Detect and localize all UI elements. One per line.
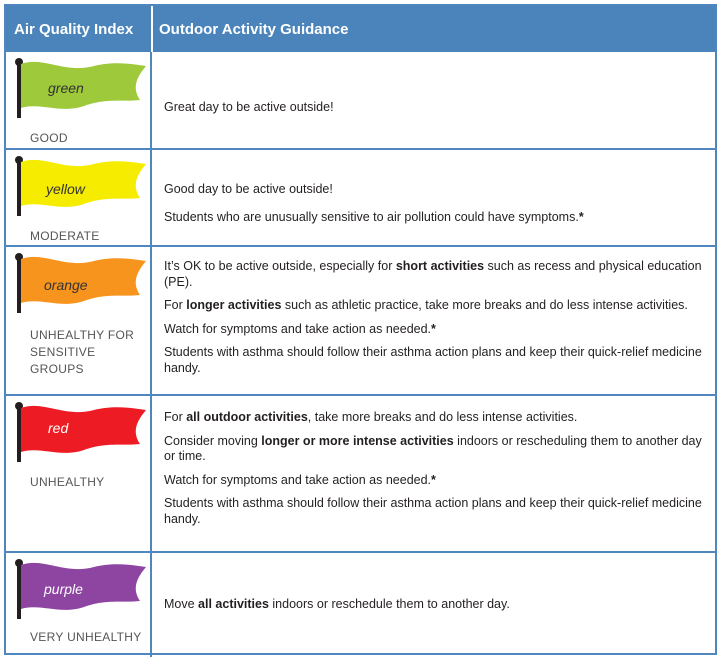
guidance-run: Good day to be active outside! (164, 182, 333, 196)
guidance-emphasis: longer or more intense activities (261, 433, 454, 448)
guidance-emphasis: all outdoor activities (186, 410, 308, 424)
table-header: Air Quality Index Outdoor Activity Guida… (6, 6, 715, 52)
aqi-level-label: VERY UNHEALTHY (30, 630, 142, 644)
aqi-row-good: green GOOD Great day to be active outside! (6, 52, 715, 150)
guidance-paragraph: Good day to be active outside! (164, 182, 707, 198)
flag-icon (15, 253, 146, 313)
flag-label: green (48, 80, 84, 96)
guidance-text: For all outdoor activities, take more br… (164, 410, 707, 527)
flag-icon (15, 58, 146, 118)
aqi-level-label: GOOD (30, 131, 68, 145)
flag-icon (15, 559, 146, 619)
aqi-level-cell: red UNHEALTHY (6, 396, 152, 551)
aqi-level-label: MODERATE (30, 229, 100, 243)
guidance-text: Good day to be active outside! Students w… (164, 182, 707, 225)
guidance-paragraph: For longer activities such as athletic p… (164, 298, 707, 314)
aqi-level-label-line: UNHEALTHY FOR (30, 328, 135, 342)
guidance-run: indoors or rescheduling them to another … (164, 433, 702, 464)
aqi-row-unhealthy-for-sensitive-groups: orange UNHEALTHY FOR SENSITIVE GROUPS It’s … (6, 247, 715, 396)
guidance-cell: It’s OK to be active outside, especially… (152, 247, 715, 394)
aqi-level-cell: purple VERY UNHEALTHY (6, 553, 152, 657)
flag-cloth (21, 159, 146, 207)
flag-label: orange (44, 277, 88, 293)
aqi-guidance-table: Air Quality Index Outdoor Activity Guida… (4, 4, 717, 657)
aqi-row-moderate: yellow MODERATE Good day to be active outs… (6, 150, 715, 247)
guidance-run: such as athletic practice, take more bre… (281, 298, 688, 312)
flag-cloth (21, 61, 146, 109)
guidance-run: , take more breaks and do less intense a… (307, 410, 578, 424)
aqi-row-unhealthy: red UNHEALTHY For all outdoor activities, … (6, 396, 715, 553)
flag-pole (17, 406, 21, 462)
flag-pole (17, 160, 21, 216)
flag-icon (15, 156, 146, 216)
guidance-emphasis: short activities (395, 259, 485, 273)
guidance-cell: Great day to be active outside! (152, 52, 715, 148)
flag-label: purple (44, 581, 83, 597)
guidance-text: It’s OK to be active outside, especially… (164, 259, 707, 376)
guidance-run: For (164, 410, 187, 424)
guidance-paragraph: Watch for symptoms and take action as ne… (164, 473, 707, 489)
guidance-run: Consider moving (164, 433, 262, 448)
guidance-cell: For all outdoor activities, take more br… (152, 396, 715, 551)
guidance-run: Great day to be active outside! (164, 100, 334, 114)
guidance-run: It’s OK to be active outside, especially… (164, 259, 396, 273)
guidance-emphasis: longer activities (186, 298, 282, 312)
guidance-run: For (164, 298, 187, 312)
aqi-level-label: UNHEALTHY (30, 475, 105, 489)
guidance-run: Watch for symptoms and take action as ne… (164, 472, 432, 487)
guidance-cell: Move all activities indoors or reschedul… (152, 553, 715, 657)
guidance-paragraph: Consider moving longer or more intense a… (164, 434, 707, 465)
aqi-level-label: UNHEALTHY FOR SENSITIVE GROUPS (30, 327, 150, 378)
guidance-paragraph: Great day to be active outside! (164, 100, 707, 116)
header-air-quality-index: Air Quality Index (14, 21, 134, 38)
guidance-paragraph: For all outdoor activities, take more br… (164, 410, 707, 426)
flag-label: yellow (46, 181, 85, 197)
guidance-run: indoors or reschedule them to another da… (268, 597, 510, 611)
guidance-text: Great day to be active outside! (164, 100, 707, 116)
flag-pole (17, 563, 21, 619)
guidance-paragraph: Students with asthma should follow their… (164, 496, 707, 527)
guidance-text: Move all activities indoors or reschedul… (164, 597, 707, 613)
aqi-level-cell: yellow MODERATE (6, 150, 152, 245)
header-divider (151, 6, 153, 52)
flag-label: red (48, 420, 69, 436)
guidance-run: Students who are unusually sensitive to … (164, 209, 579, 224)
guidance-paragraph: Watch for symptoms and take action as ne… (164, 322, 707, 338)
guidance-run: Students with asthma should follow their… (164, 496, 702, 526)
aqi-row-very-unhealthy: purple VERY UNHEALTHY Move all activities … (6, 553, 715, 657)
header-outdoor-activity-guidance: Outdoor Activity Guidance (159, 21, 349, 38)
flag-cloth (21, 405, 146, 453)
flag-pole (17, 62, 21, 118)
aqi-level-label-line: SENSITIVE GROUPS (30, 345, 96, 376)
guidance-emphasis: all activities (198, 597, 269, 611)
guidance-paragraph: Students who are unusually sensitive to … (164, 210, 707, 226)
guidance-emphasis: * (431, 472, 436, 487)
guidance-run: Watch for symptoms and take action as ne… (164, 321, 432, 336)
aqi-level-cell: orange UNHEALTHY FOR SENSITIVE GROUPS (6, 247, 152, 394)
flag-icon (15, 402, 146, 462)
guidance-paragraph: Students with asthma should follow their… (164, 345, 707, 376)
guidance-run: such as recess and physical education (P… (164, 259, 702, 289)
guidance-emphasis: * (578, 209, 584, 224)
flag-pole (17, 257, 21, 313)
guidance-run: Students with asthma should follow their… (164, 345, 702, 375)
guidance-cell: Good day to be active outside! Students w… (152, 150, 715, 245)
flag-cloth (21, 256, 146, 304)
flag-cloth (21, 562, 146, 610)
guidance-paragraph: Move all activities indoors or reschedul… (164, 597, 707, 613)
guidance-run: Move (164, 597, 199, 611)
guidance-paragraph: It’s OK to be active outside, especially… (164, 259, 707, 290)
aqi-level-cell: green GOOD (6, 52, 152, 148)
guidance-emphasis: * (431, 321, 436, 336)
